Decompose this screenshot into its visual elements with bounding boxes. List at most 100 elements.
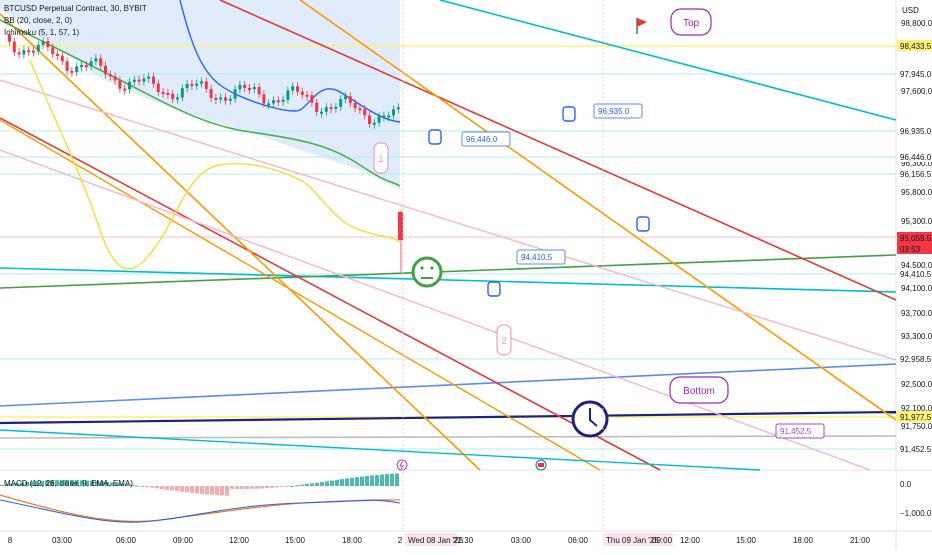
candle[interactable] — [132, 79, 136, 82]
candle[interactable] — [219, 97, 223, 100]
candle[interactable] — [281, 99, 285, 102]
top-bubble[interactable] — [670, 8, 712, 36]
candle[interactable] — [60, 55, 64, 62]
candle[interactable] — [209, 88, 213, 98]
candle[interactable] — [190, 83, 194, 86]
candle[interactable] — [238, 84, 242, 90]
candle[interactable] — [396, 107, 400, 110]
candle[interactable] — [344, 96, 347, 100]
price-tag[interactable] — [897, 268, 932, 279]
candle[interactable] — [99, 58, 103, 66]
candle[interactable] — [272, 100, 275, 104]
candle[interactable] — [94, 58, 98, 62]
candle[interactable] — [320, 111, 323, 114]
trend-line[interactable] — [0, 410, 897, 425]
price-tag[interactable] — [897, 243, 932, 254]
macd-indicator-label[interactable]: MACD (12, 26, close, 9, EMA, EMA) — [4, 479, 133, 488]
candle[interactable] — [118, 80, 122, 89]
thumb-down-icon[interactable] — [428, 129, 442, 145]
pointing-hand-icon[interactable] — [487, 281, 501, 297]
price-tag[interactable] — [897, 232, 932, 243]
candle[interactable] — [257, 87, 261, 95]
candle[interactable] — [358, 108, 362, 111]
candle[interactable] — [353, 103, 357, 109]
trend-line[interactable] — [0, 254, 897, 289]
candle[interactable] — [152, 76, 155, 84]
candle[interactable] — [195, 83, 199, 86]
candle[interactable] — [334, 106, 338, 109]
smiley-neutral-icon[interactable] — [411, 256, 443, 288]
price-tag[interactable] — [897, 353, 932, 364]
candle[interactable] — [22, 50, 26, 55]
callout-96935-box[interactable] — [593, 103, 643, 119]
candle[interactable] — [372, 122, 376, 125]
trend-line[interactable] — [439, 0, 897, 121]
candle[interactable] — [200, 81, 203, 84]
ichimoku-indicator-label[interactable]: Ichimoku (5, 1, 57, 1) — [4, 28, 80, 37]
trend-line[interactable] — [0, 363, 897, 407]
trend-line[interactable] — [299, 0, 897, 421]
candle[interactable] — [108, 74, 112, 77]
candle[interactable] — [161, 92, 165, 95]
candle[interactable] — [291, 86, 295, 91]
wave-1-label[interactable] — [373, 142, 389, 174]
symbol-title[interactable]: BTCUSD Perpetual Contract, 30, BYBIT — [4, 4, 147, 13]
candle[interactable] — [123, 88, 127, 91]
candle[interactable] — [324, 107, 328, 112]
candle[interactable] — [243, 84, 247, 88]
bb-indicator-label[interactable]: BB (20, close, 2, 0) — [4, 16, 73, 25]
candle[interactable] — [224, 97, 227, 101]
candle[interactable] — [339, 99, 343, 107]
candle[interactable] — [12, 41, 16, 53]
candle[interactable] — [104, 65, 107, 75]
candle[interactable] — [300, 91, 304, 95]
candle[interactable] — [310, 95, 314, 103]
price-tag[interactable] — [897, 125, 932, 136]
candle[interactable] — [89, 61, 93, 67]
trend-line[interactable] — [0, 119, 601, 471]
candle[interactable] — [252, 87, 256, 90]
candle[interactable] — [387, 115, 391, 118]
callout-94410-box[interactable] — [516, 249, 566, 265]
candle[interactable] — [180, 88, 184, 98]
candle[interactable] — [51, 47, 55, 55]
candle[interactable] — [56, 54, 59, 57]
candle[interactable] — [137, 79, 141, 82]
candle[interactable] — [368, 115, 371, 124]
candle[interactable] — [156, 83, 160, 93]
candle[interactable] — [248, 87, 251, 90]
trend-line[interactable] — [219, 0, 897, 301]
candle[interactable] — [84, 65, 88, 68]
candle[interactable] — [329, 107, 333, 110]
price-tag[interactable] — [897, 151, 932, 162]
candle[interactable] — [363, 109, 367, 116]
candle[interactable] — [176, 97, 179, 100]
candle[interactable] — [204, 81, 208, 89]
candle[interactable] — [348, 96, 352, 104]
candle[interactable] — [267, 103, 271, 106]
candle[interactable] — [398, 212, 403, 240]
candle[interactable] — [17, 52, 21, 55]
candle[interactable] — [41, 40, 45, 45]
callout-91452-box[interactable] — [775, 423, 825, 439]
candle[interactable] — [8, 35, 11, 42]
candle[interactable] — [113, 76, 117, 81]
candle[interactable] — [27, 50, 31, 53]
candle[interactable] — [46, 40, 50, 48]
macd-pane[interactable] — [0, 471, 896, 530]
lightning-icon[interactable] — [396, 459, 408, 471]
candle[interactable] — [70, 70, 74, 73]
trend-line[interactable] — [0, 429, 761, 471]
candle[interactable] — [185, 83, 189, 89]
candle[interactable] — [262, 94, 266, 104]
candle[interactable] — [32, 50, 35, 53]
candle[interactable] — [80, 65, 83, 68]
wave-2-label[interactable] — [496, 324, 512, 356]
candle[interactable] — [214, 97, 218, 100]
trend-line[interactable] — [0, 149, 871, 471]
price-tag[interactable] — [897, 168, 932, 179]
candle[interactable] — [296, 86, 299, 92]
candle[interactable] — [75, 66, 79, 73]
